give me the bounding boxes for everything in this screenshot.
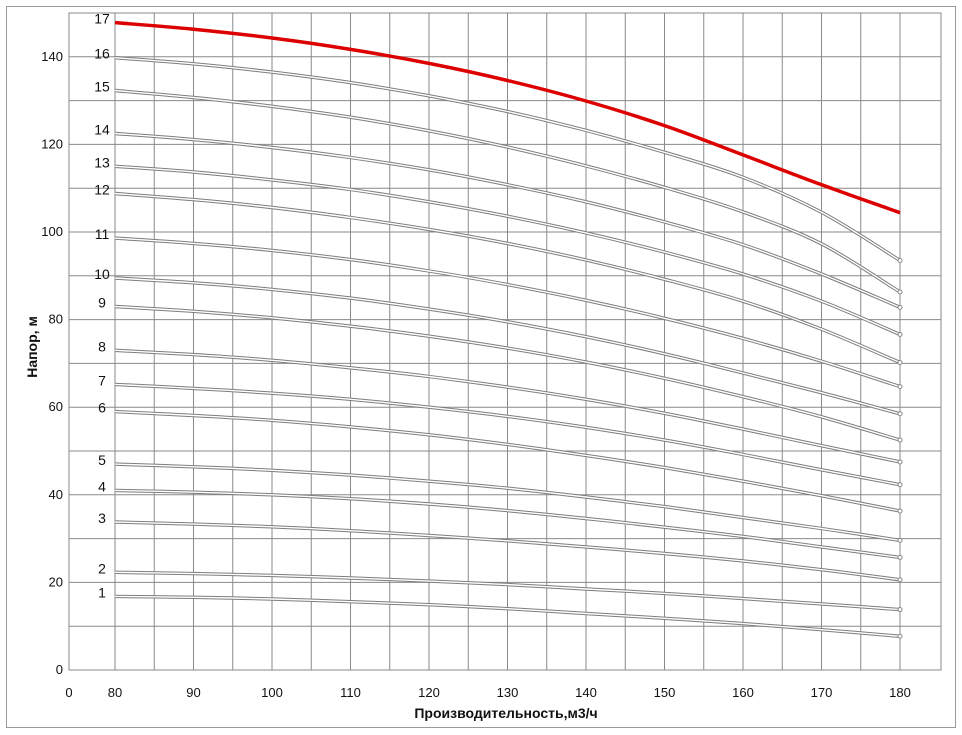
y-tick-label: 120 — [41, 136, 63, 151]
plot-area — [68, 12, 942, 671]
curve-11 — [114, 237, 901, 388]
curve-14 — [114, 132, 901, 308]
x-tick-label: 170 — [811, 685, 833, 700]
curve-end-marker — [897, 537, 903, 543]
y-tick-labels: 0 20 40 60 80 100 120 140 — [41, 49, 63, 677]
curve-end-marker — [897, 257, 903, 263]
curve-end-marker — [897, 508, 903, 514]
y-tick-label: 80 — [49, 312, 63, 327]
curve-2 — [114, 571, 901, 611]
x-tick-label: 160 — [732, 685, 754, 700]
x-tick-label: 120 — [418, 685, 440, 700]
x-tick-label: 150 — [654, 685, 676, 700]
curve-10 — [114, 277, 901, 415]
curve-end-marker — [897, 360, 903, 366]
curve-label-9: 9 — [98, 294, 106, 310]
y-axis-title: Напор, м — [24, 316, 40, 378]
curve-16 — [114, 57, 901, 262]
x-tick-label: 140 — [575, 685, 597, 700]
curve-12 — [114, 192, 901, 364]
y-tick-label: 60 — [49, 399, 63, 414]
curve-15 — [114, 89, 901, 293]
curve-label-4: 4 — [98, 478, 106, 494]
x-tick-labels: 0 80 90 100 110 120 130 140 150 160 170 180 — [65, 685, 910, 700]
y-tick-label: 100 — [41, 224, 63, 239]
x-tick-label: 180 — [889, 685, 911, 700]
curve-label-1: 1 — [98, 584, 106, 600]
curve-end-marker — [897, 437, 903, 443]
curve-end-marker — [897, 633, 903, 639]
curve-end-marker — [897, 331, 903, 337]
curve-label-15: 15 — [94, 79, 110, 95]
curve-label-6: 6 — [98, 400, 106, 416]
curve-label-12: 12 — [94, 181, 110, 197]
curve-9 — [114, 305, 901, 441]
grid — [68, 12, 942, 671]
curve-7 — [114, 383, 901, 486]
y-tick-label: 140 — [41, 49, 63, 64]
x-tick-label: 0 — [65, 685, 72, 700]
curve-label-13: 13 — [94, 154, 110, 170]
curve-label-16: 16 — [94, 46, 110, 62]
y-tick-label: 0 — [56, 662, 63, 677]
curve-end-marker — [897, 384, 903, 390]
curve-label-10: 10 — [94, 266, 110, 282]
curve-label-14: 14 — [94, 121, 110, 137]
curve-end-marker — [897, 459, 903, 465]
curve-label-7: 7 — [98, 372, 106, 388]
curve-end-marker — [897, 411, 903, 417]
curve-label-17: 17 — [94, 11, 110, 27]
x-tick-label: 80 — [108, 685, 122, 700]
curve-17 — [114, 20, 901, 215]
curve-label-11: 11 — [95, 226, 110, 242]
curve-end-marker — [897, 577, 903, 583]
curve-label-5: 5 — [98, 452, 106, 468]
x-tick-label: 90 — [186, 685, 200, 700]
curve-3 — [114, 521, 901, 581]
x-tick-label: 130 — [497, 685, 519, 700]
curve-1 — [114, 595, 901, 637]
curve-end-marker — [897, 304, 903, 310]
x-tick-label: 100 — [261, 685, 283, 700]
y-tick-label: 40 — [49, 487, 63, 502]
curve-13 — [114, 165, 901, 336]
x-axis-title: Производительность,м3/ч — [414, 705, 597, 721]
curve-5 — [114, 463, 901, 542]
y-tick-label: 20 — [49, 574, 63, 589]
curve-end-marker — [897, 607, 903, 613]
chart-frame: 1 2 3 4 5 6 7 8 9 10 11 12 13 14 15 16 17 0 80 90 100 110 120… — [6, 6, 956, 728]
curve-label-8: 8 — [98, 338, 106, 354]
curve-end-marker — [897, 289, 903, 295]
curve-6 — [114, 410, 901, 512]
curve-4 — [114, 489, 901, 559]
curve-end-marker — [897, 554, 903, 560]
curve-8 — [114, 349, 901, 463]
x-tick-label: 110 — [340, 685, 361, 700]
curve-end-marker — [897, 482, 903, 488]
curve-label-3: 3 — [98, 510, 106, 526]
curves — [114, 20, 903, 639]
curve-label-2: 2 — [98, 560, 106, 576]
